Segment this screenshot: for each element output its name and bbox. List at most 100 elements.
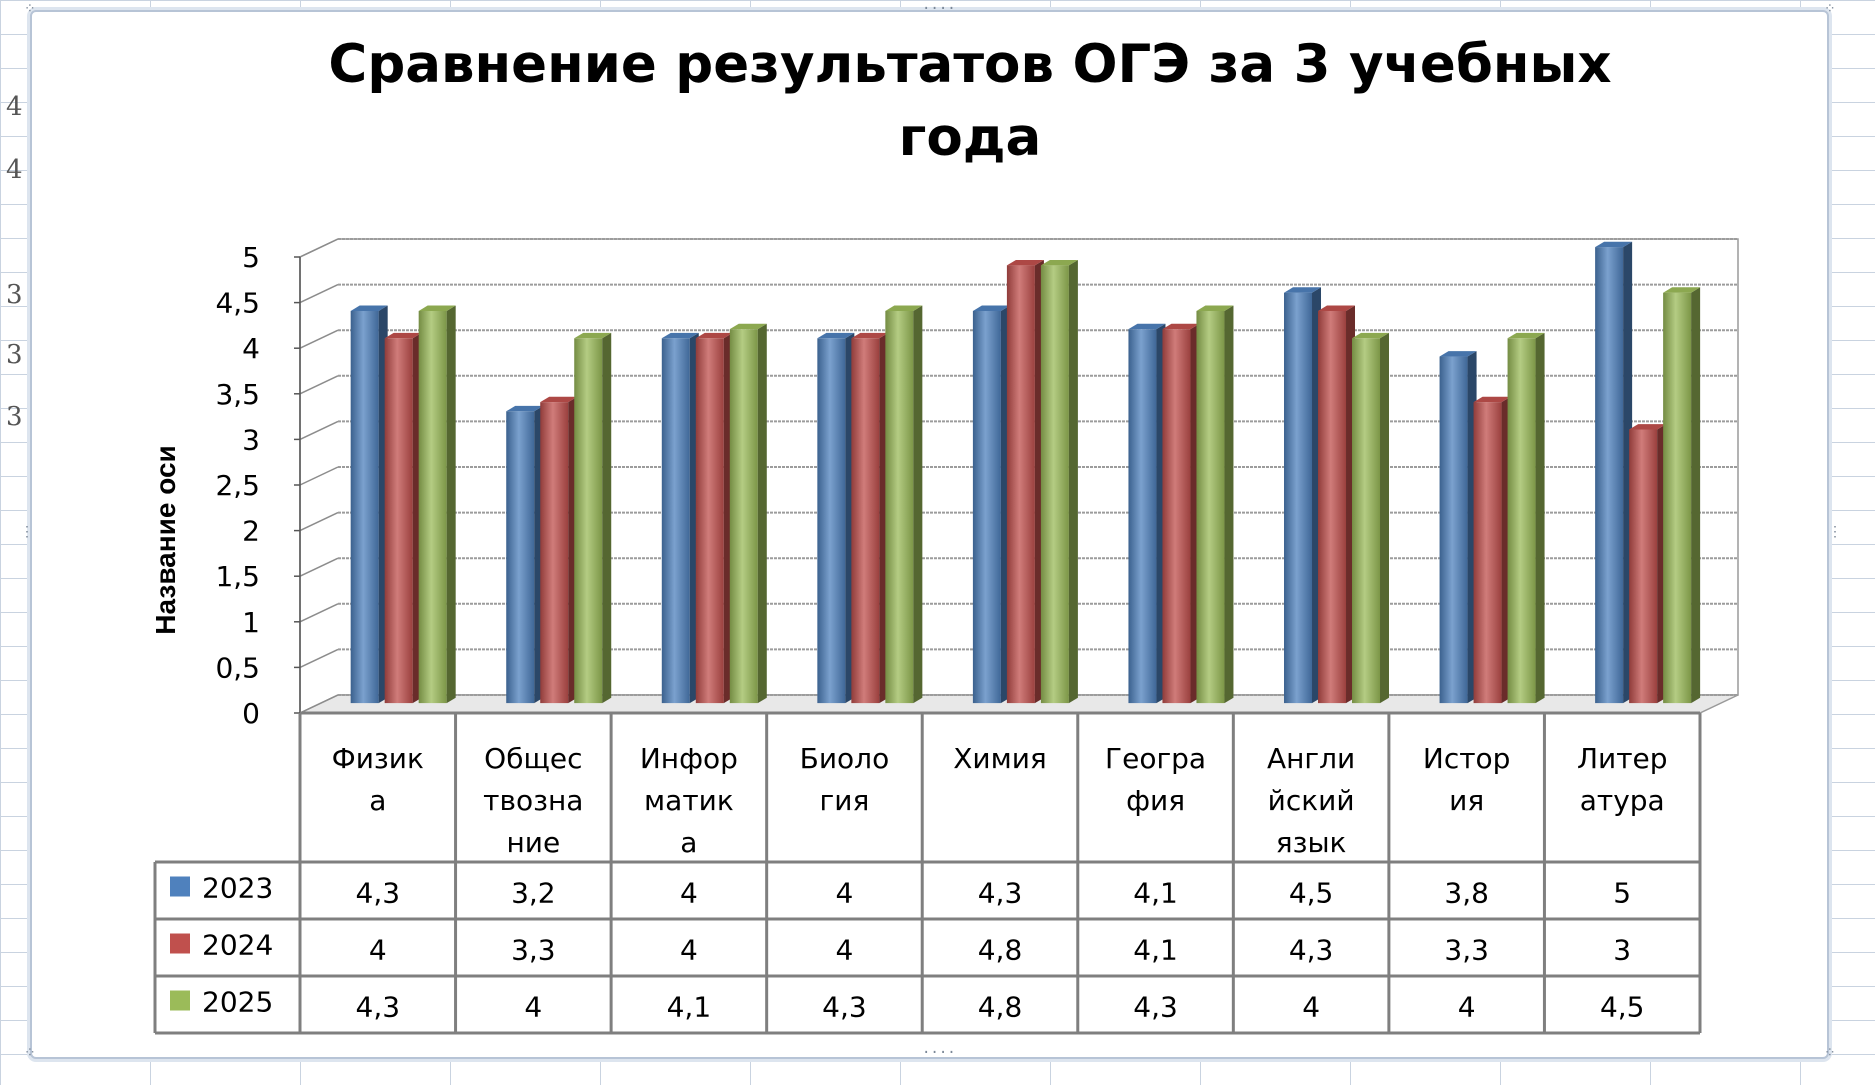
bar-2023-7 xyxy=(1284,287,1322,704)
y-tick-label: 2,5 xyxy=(215,469,260,502)
data-label: 5 xyxy=(1613,877,1631,910)
bar-top xyxy=(1629,424,1667,430)
category-label: Истор xyxy=(1423,742,1511,775)
bar-top xyxy=(1473,396,1511,403)
bar-top xyxy=(1595,241,1633,248)
margin-digit: 3 xyxy=(6,402,23,432)
bar-face xyxy=(1040,265,1069,704)
gridline-depth xyxy=(299,238,339,258)
category-label: матик xyxy=(644,784,734,817)
data-label: 4 xyxy=(680,877,698,910)
bar-2024-2 xyxy=(540,396,578,704)
bar-top xyxy=(506,405,544,412)
data-label: 4 xyxy=(1458,991,1476,1024)
category-label: Геогра xyxy=(1105,742,1206,775)
bar-side xyxy=(913,305,923,704)
resize-handle-left[interactable]: ⋮ xyxy=(20,524,34,540)
resize-handle-bottom-right[interactable]: ⁘ xyxy=(1824,1045,1836,1061)
category-label: Биоло xyxy=(800,742,890,775)
bar-2024-3 xyxy=(695,332,733,704)
bar-top xyxy=(817,332,855,339)
bar-2024-1 xyxy=(384,332,422,704)
bar-face xyxy=(1507,338,1536,704)
resize-handle-top-left[interactable]: ⁘ xyxy=(24,1,36,17)
resize-handle-bottom[interactable]: ···· xyxy=(922,1045,956,1061)
category-label: ия xyxy=(1449,784,1484,817)
bar-face xyxy=(1473,402,1502,704)
bar-2024-4 xyxy=(851,332,889,704)
margin-digit: 4 xyxy=(6,92,23,122)
bar-top xyxy=(695,332,733,339)
category-label: Литер xyxy=(1577,742,1668,775)
resize-handle-top-right[interactable]: ⁘ xyxy=(1824,1,1836,17)
margin-digit: 3 xyxy=(6,280,23,310)
data-label: 4,3 xyxy=(822,991,867,1024)
category-label: Общес xyxy=(484,742,582,775)
bar-top xyxy=(574,332,612,339)
bar-side xyxy=(1068,259,1078,704)
bar-2023-3 xyxy=(661,332,699,704)
data-label: 4,3 xyxy=(978,877,1023,910)
bar-2025-2 xyxy=(574,332,612,704)
resize-handle-top[interactable]: ···· xyxy=(922,1,956,17)
bar-2023-8 xyxy=(1439,351,1477,704)
bar-top xyxy=(885,305,923,311)
gridline-depth xyxy=(299,283,339,304)
bar-side xyxy=(757,323,767,704)
bar-face xyxy=(1006,265,1035,704)
data-label: 4,1 xyxy=(1133,877,1178,910)
bar-top xyxy=(350,305,388,311)
bar-top xyxy=(1196,305,1234,311)
bar-face xyxy=(1284,292,1313,704)
bar-2024-6 xyxy=(1162,323,1200,704)
y-tick-label: 3,5 xyxy=(215,378,260,411)
category-label: фия xyxy=(1126,784,1185,817)
bar-top xyxy=(729,323,767,330)
bar-2023-5 xyxy=(972,305,1010,704)
bar-side xyxy=(446,305,456,704)
bar-2023-2 xyxy=(506,405,544,704)
gridline-depth xyxy=(299,557,339,577)
category-label: а xyxy=(369,784,386,817)
bar-face xyxy=(506,411,535,704)
category-label: Физик xyxy=(332,742,424,775)
bar-2023-6 xyxy=(1128,323,1166,704)
bar-top xyxy=(418,305,456,311)
data-label: 4 xyxy=(836,877,854,910)
bar-2025-5 xyxy=(1040,259,1078,704)
data-label: 3 xyxy=(1613,934,1631,967)
y-tick-label: 0,5 xyxy=(215,651,260,684)
data-label: 4 xyxy=(836,934,854,967)
bar-face xyxy=(1352,338,1381,704)
bar-2024-8 xyxy=(1473,396,1511,704)
bar-2025-1 xyxy=(418,305,456,704)
bar-side xyxy=(1380,332,1390,704)
category-label: ние xyxy=(506,826,560,859)
data-label: 3,3 xyxy=(511,934,556,967)
data-label: 4,5 xyxy=(1289,877,1334,910)
bar-face xyxy=(1439,356,1468,704)
bar-top xyxy=(851,332,889,339)
resize-handle-bottom-left[interactable]: ⁘ xyxy=(24,1045,36,1061)
data-label: 4,1 xyxy=(667,991,712,1024)
bar-top xyxy=(1318,305,1356,311)
bar-side xyxy=(1691,287,1701,704)
data-label: 4 xyxy=(369,934,387,967)
gridline-depth xyxy=(299,694,339,714)
bar-top xyxy=(972,305,1010,311)
data-label: 4,8 xyxy=(978,991,1023,1024)
bar-top xyxy=(1128,323,1166,330)
bar-face xyxy=(384,338,413,704)
gridline-depth xyxy=(299,511,339,532)
bar-face xyxy=(1663,292,1692,704)
bar-top xyxy=(661,332,699,339)
category-label: язык xyxy=(1276,826,1347,859)
y-tick-label: 5 xyxy=(242,241,260,274)
y-tick-label: 4,5 xyxy=(215,287,260,320)
resize-handle-right[interactable]: ⋮ xyxy=(1828,524,1842,540)
bar-face xyxy=(574,338,603,704)
y-tick-label: 1,5 xyxy=(215,560,260,593)
bar-face xyxy=(851,338,880,704)
bar-2025-7 xyxy=(1352,332,1390,704)
bar-top xyxy=(1439,351,1477,357)
